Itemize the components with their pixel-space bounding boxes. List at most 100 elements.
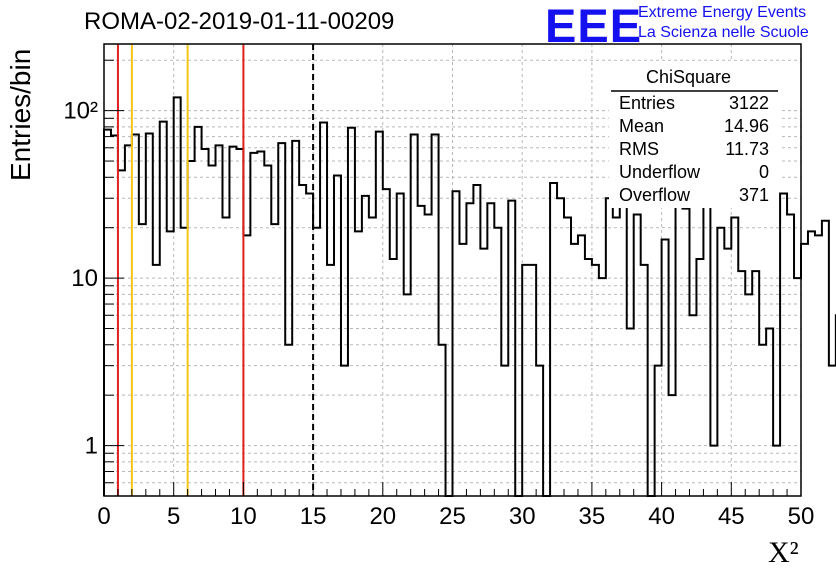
histogram-bin xyxy=(111,136,118,496)
histogram-bin xyxy=(209,166,216,496)
histogram-bin xyxy=(794,278,801,496)
histogram-bin xyxy=(550,183,557,496)
histogram-bin xyxy=(703,194,710,496)
stats-label: Entries xyxy=(619,93,676,113)
stats-label: Mean xyxy=(619,116,665,136)
x-tick-label: 40 xyxy=(648,503,675,530)
histogram-bin xyxy=(501,366,508,496)
histogram-bin xyxy=(738,271,745,496)
histogram-bin xyxy=(557,198,564,496)
chart-title: ROMA-02-2019-01-11-00209 xyxy=(84,8,395,35)
histogram-bin xyxy=(132,135,139,496)
histogram-bin xyxy=(613,218,620,496)
x-tick-label: 45 xyxy=(718,503,745,530)
x-axis-label: X² xyxy=(768,536,799,569)
logo-subtitle-line1: Extreme Energy Events xyxy=(638,4,807,21)
histogram-bin xyxy=(397,194,404,496)
axes: 0 5 10 15 20 25 30 35 40 45 50 1 10 10² xyxy=(63,43,815,530)
histogram-bin xyxy=(780,194,787,496)
histogram-bin xyxy=(153,265,160,496)
histogram-bin xyxy=(634,214,641,496)
histogram-bin xyxy=(229,147,236,496)
histogram-bin xyxy=(202,149,209,496)
histogram-bin xyxy=(243,235,250,496)
histogram-bin xyxy=(508,201,515,496)
histogram-bin xyxy=(383,189,390,496)
logo-subtitle-line2: La Scienza nelle Scuole xyxy=(638,24,809,41)
y-tick-label: 1 xyxy=(85,433,98,460)
y-tick-label: 10² xyxy=(63,98,98,125)
histogram-bin xyxy=(376,132,383,496)
histogram-bin xyxy=(571,244,578,496)
x-tick-label: 30 xyxy=(509,503,536,530)
histogram-bin xyxy=(731,218,738,496)
histogram-bin xyxy=(459,244,466,496)
histogram-bin xyxy=(529,265,536,496)
histogram-bin xyxy=(480,249,487,496)
histogram-bin xyxy=(822,221,829,496)
histogram-bin xyxy=(320,122,327,496)
histogram-bin xyxy=(655,366,662,496)
histogram-bin xyxy=(829,366,836,496)
histogram-bin xyxy=(250,153,257,496)
x-tick-label: 0 xyxy=(97,503,110,530)
x-tick-label: 10 xyxy=(230,503,257,530)
histogram-bin xyxy=(453,191,460,496)
histogram-bin xyxy=(662,240,669,496)
histogram-bin xyxy=(188,161,195,496)
eee-logo: EEE xyxy=(545,0,643,52)
histogram-bin xyxy=(592,265,599,496)
histogram-bin xyxy=(139,224,146,496)
histogram-bars xyxy=(103,96,836,497)
histogram-bin xyxy=(257,152,264,496)
x-tick-label: 25 xyxy=(439,503,466,530)
x-tick-label: 15 xyxy=(300,503,327,530)
histogram-bin xyxy=(299,185,306,496)
histogram-bin xyxy=(696,259,703,496)
histogram-bin xyxy=(348,128,355,496)
histogram-bin xyxy=(641,265,648,496)
histogram-bin xyxy=(216,145,223,496)
histogram-bin xyxy=(578,235,585,496)
histogram-bin xyxy=(787,214,794,496)
histogram-bin xyxy=(195,127,202,496)
histogram-bin xyxy=(174,97,181,496)
histogram-bin xyxy=(773,446,780,496)
histogram-bin xyxy=(766,329,773,496)
histogram-bin xyxy=(411,135,418,496)
histogram-bin xyxy=(564,218,571,496)
histogram-bin xyxy=(404,294,411,496)
histogram-bin xyxy=(222,218,229,496)
histogram-bin xyxy=(724,249,731,496)
histogram-bin xyxy=(585,259,592,496)
stats-label: Overflow xyxy=(619,185,691,205)
histogram-bin xyxy=(669,395,676,496)
x-tick-label: 50 xyxy=(788,503,815,530)
histogram-bin xyxy=(390,259,397,496)
histogram-bin xyxy=(160,122,167,496)
histogram-bin xyxy=(167,231,174,496)
stats-value: 371 xyxy=(738,185,769,205)
histogram-bin xyxy=(362,196,369,496)
x-tick-label: 35 xyxy=(579,503,606,530)
histogram-bin xyxy=(327,265,334,496)
histogram-bin xyxy=(439,345,446,496)
stats-value: 14.96 xyxy=(723,116,769,136)
histogram-bin xyxy=(710,446,717,496)
histogram-bin xyxy=(236,149,243,496)
stats-box-background xyxy=(609,62,779,208)
histogram-bin xyxy=(599,278,606,496)
histogram-outline xyxy=(103,96,836,497)
histogram-bin xyxy=(815,235,822,496)
histogram-bin xyxy=(466,203,473,496)
stats-label: Underflow xyxy=(619,162,701,182)
histogram-bin xyxy=(473,185,480,496)
histogram-bin xyxy=(334,175,341,496)
reference-lines xyxy=(116,44,315,496)
x-tick-label: 20 xyxy=(369,503,396,530)
histogram-bin xyxy=(313,228,320,496)
histogram-bin xyxy=(620,206,627,496)
histogram-bin xyxy=(808,231,815,496)
histogram-bin xyxy=(487,203,494,496)
